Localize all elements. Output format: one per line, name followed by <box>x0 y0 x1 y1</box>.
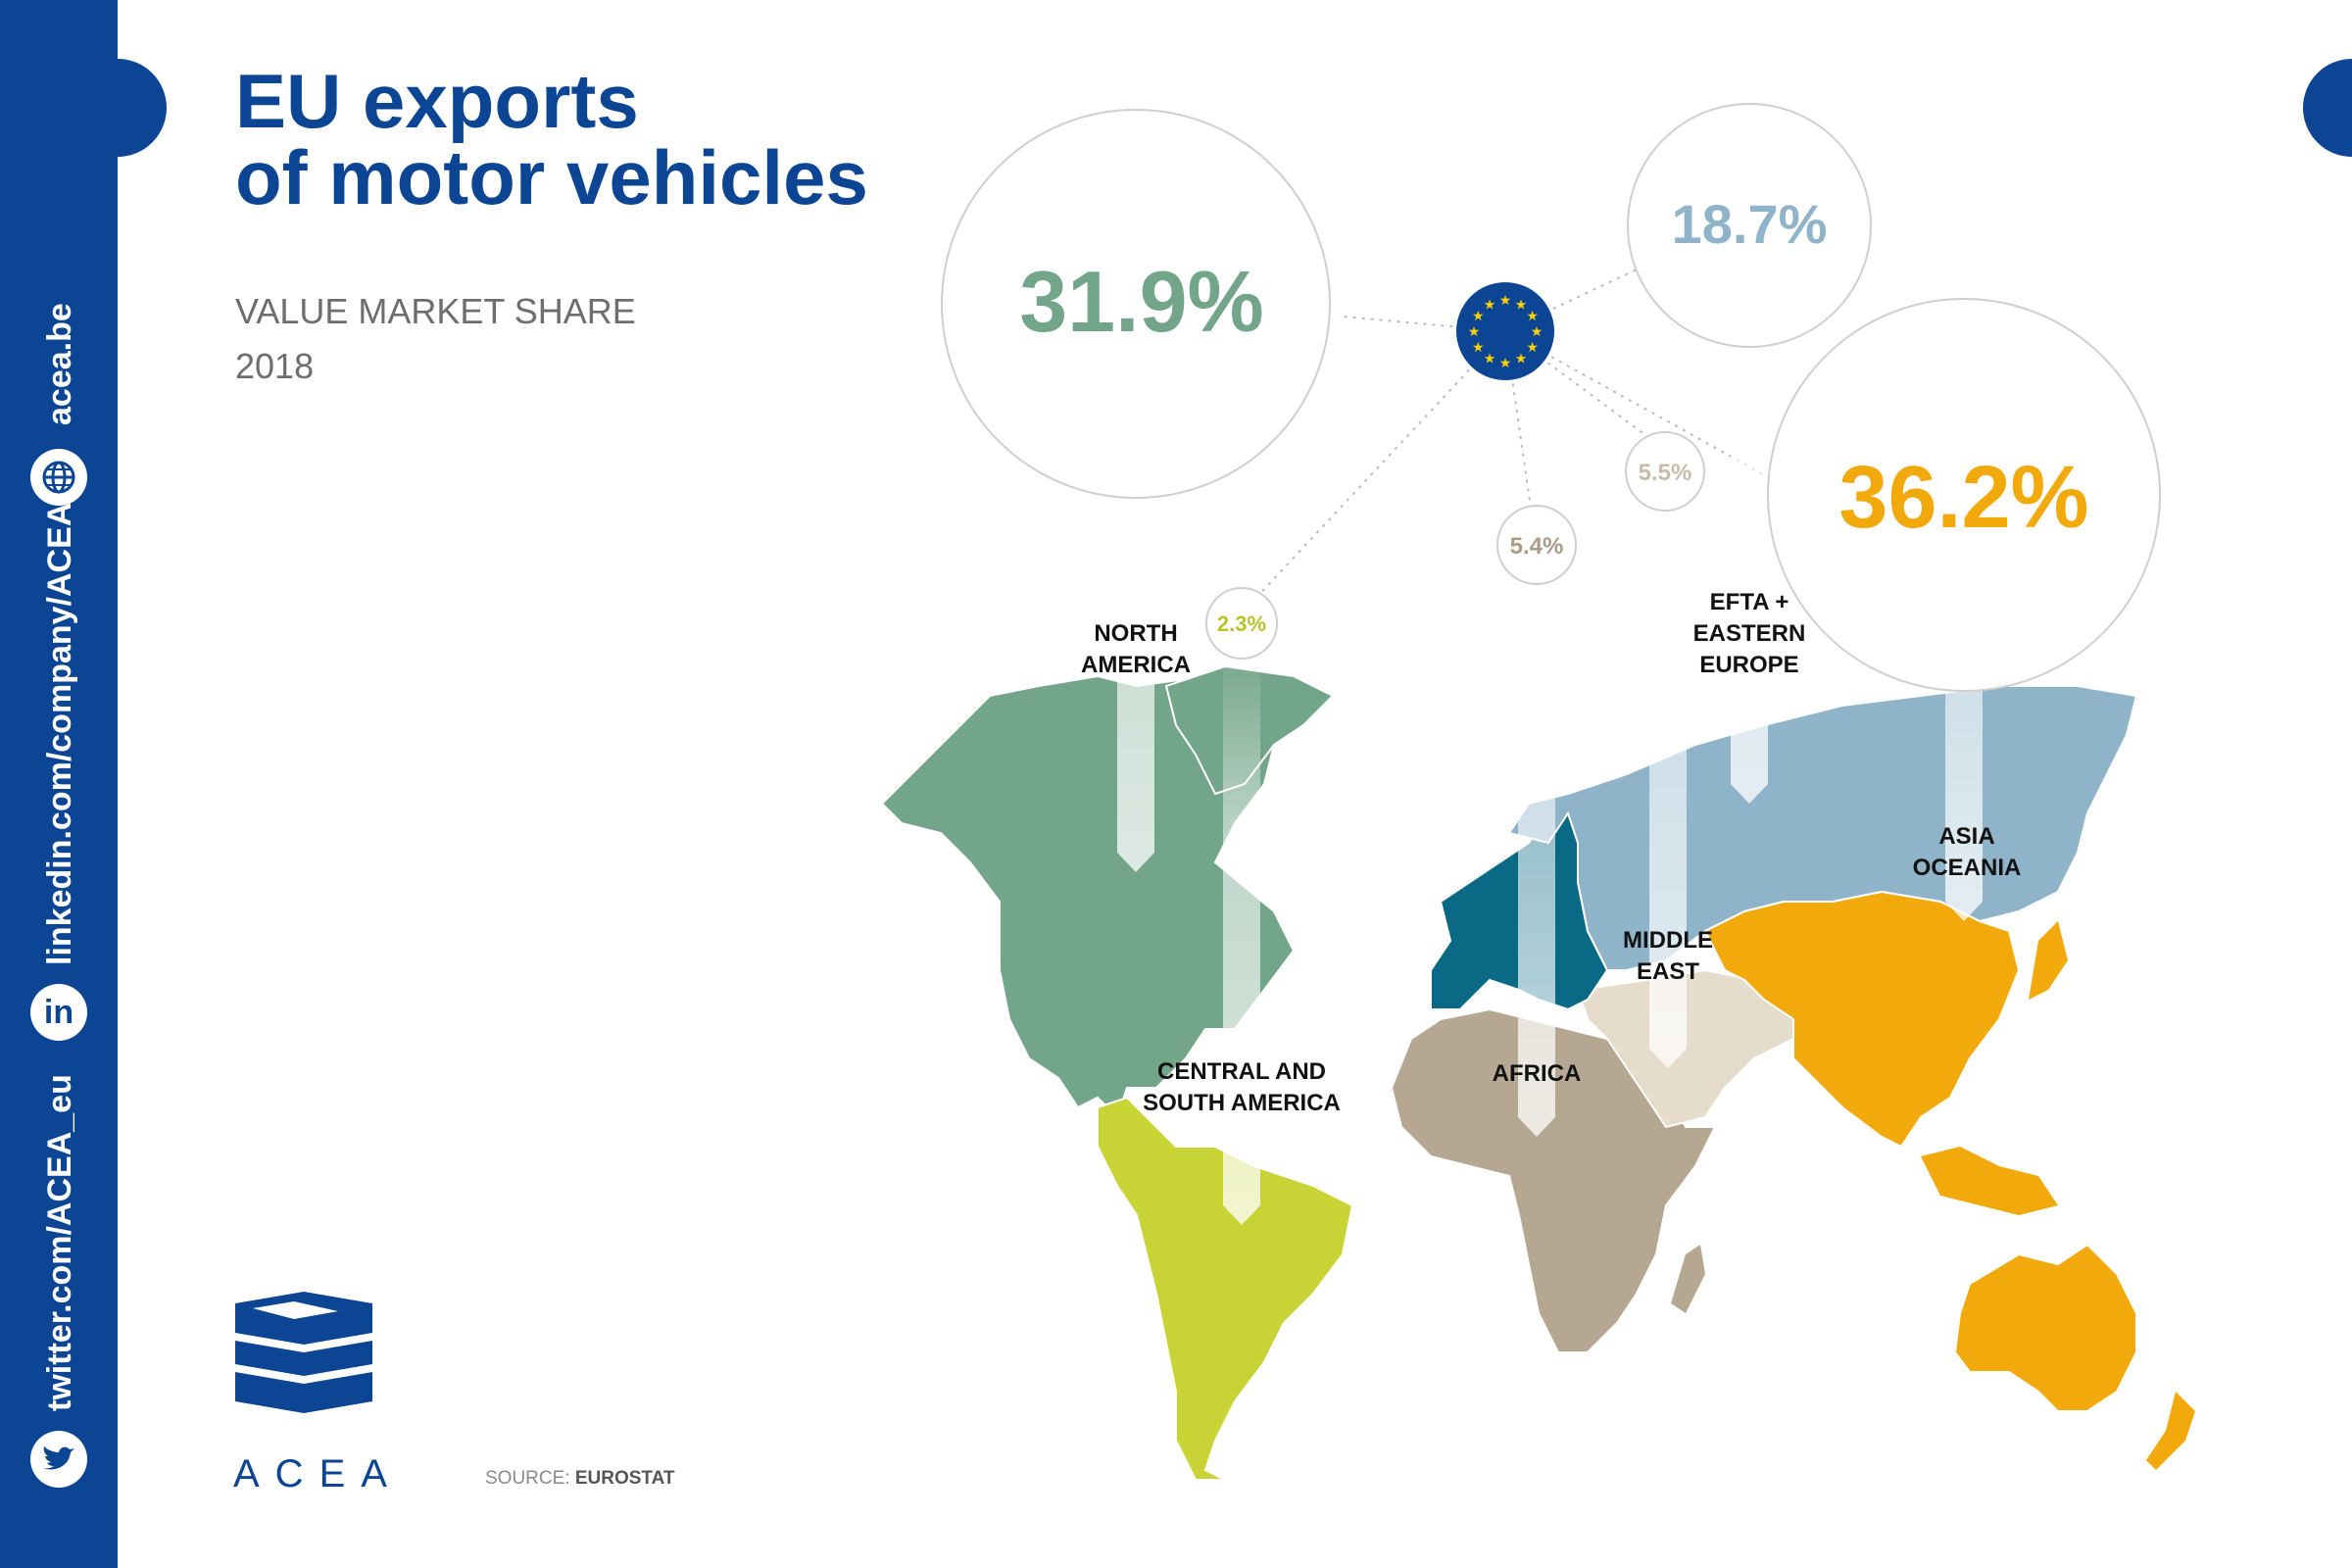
beam-arrow-south-america <box>1223 1205 1260 1225</box>
new-zealand-shape <box>2146 1392 2195 1470</box>
bubble-africa <box>1496 505 1577 585</box>
value-asia: 36.2% <box>1838 449 2088 547</box>
beam-efta <box>1731 274 1768 784</box>
eu-stars: ★★★★★★★★★ ★ ★★ <box>1468 292 1544 370</box>
bubble-south-america <box>1205 587 1278 660</box>
beam-africa <box>1518 568 1555 1117</box>
eu-star: ★ <box>1515 296 1528 312</box>
eu-flag-icon <box>1456 282 1554 380</box>
globe-icon[interactable] <box>30 449 87 506</box>
beam-arrow-middle-east <box>1649 1049 1687 1068</box>
southeast-asia-islands-shape <box>1921 1147 2058 1215</box>
eu-star: ★ <box>1499 355 1512 370</box>
madagascar-shape <box>1671 1245 1705 1313</box>
beam-arrow-north-america <box>1117 853 1154 872</box>
beam-south-america <box>1223 647 1260 1205</box>
value-south-america: 2.3% <box>1217 612 1266 636</box>
bubble-efta <box>1627 103 1872 348</box>
eu-star: ★ <box>1472 339 1485 355</box>
label-asia-2: OCEANIA <box>1913 855 2022 881</box>
title-line-2: of motor vehicles <box>235 134 868 220</box>
source-note: SOURCE: EUROSTAT <box>485 1468 675 1490</box>
australia-shape <box>1953 1243 2137 1412</box>
eu-star: ★ <box>1531 323 1544 339</box>
beam-north-america <box>1117 323 1154 853</box>
value-africa: 5.4% <box>1510 533 1564 560</box>
asia-shape <box>1703 890 2021 1149</box>
label-asia-1: ASIA <box>1938 823 1994 850</box>
beam-arrow-africa <box>1518 1117 1555 1137</box>
label-north-america-2: AMERICA <box>1081 652 1191 678</box>
value-north-america: 31.9% <box>1019 253 1264 350</box>
subtitle-block: VALUE MARKET SHARE 2018 <box>235 284 636 394</box>
japan-shape <box>2029 921 2068 1000</box>
label-south-america-1: CENTRAL AND <box>1157 1058 1326 1085</box>
beam-middle-east <box>1649 510 1687 1049</box>
page-title: EU exports of motor vehicles <box>235 63 868 216</box>
subtitle: VALUE MARKET SHARE <box>235 291 636 331</box>
value-middle-east: 5.5% <box>1639 460 1692 486</box>
beam-asia <box>1945 529 1983 902</box>
year: 2018 <box>235 346 315 386</box>
bubble-north-america <box>941 109 1331 499</box>
eu-star: ★ <box>1499 292 1512 308</box>
region-labels: NORTH AMERICA CENTRAL AND SOUTH AMERICA … <box>1081 589 2021 1116</box>
label-north-america-1: NORTH <box>1094 620 1177 647</box>
source-name: EUROSTAT <box>574 1468 675 1489</box>
eu-star: ★ <box>1526 308 1539 323</box>
acea-logo-icon <box>235 1292 372 1413</box>
bubble-asia <box>1767 298 2161 692</box>
label-south-america-2: SOUTH AMERICA <box>1143 1090 1341 1116</box>
twitter-icon[interactable] <box>30 1431 87 1488</box>
sidebar <box>0 0 118 1568</box>
label-middle-east-2: EAST <box>1637 958 1699 985</box>
eu-star: ★ <box>1484 296 1496 312</box>
eu-star: ★ <box>1484 351 1496 367</box>
eu-star: ★ <box>1468 323 1481 339</box>
decorative-dot <box>69 59 167 157</box>
label-middle-east-1: MIDDLE <box>1623 927 1713 954</box>
africa-shape <box>1390 1007 1717 1353</box>
eu-star: ★ <box>1515 351 1528 367</box>
label-efta-1: EFTA + <box>1710 589 1789 615</box>
eu-star: ★ <box>1526 339 1539 355</box>
bubble-middle-east <box>1625 431 1705 512</box>
twitter-bird-svg <box>43 1446 74 1470</box>
label-efta-3: EUROPE <box>1699 652 1798 678</box>
eu-star: ★ <box>1472 308 1485 323</box>
beam-arrow-efta <box>1731 784 1768 804</box>
globe-icon-svg <box>42 461 75 494</box>
value-efta: 18.7% <box>1672 193 1828 255</box>
south-america-shape <box>1097 1096 1354 1481</box>
source-prefix: SOURCE: <box>485 1468 570 1489</box>
label-africa: AFRICA <box>1493 1060 1582 1087</box>
acea-wordmark: ACEA <box>233 1452 403 1495</box>
linkedin-icon[interactable]: in <box>30 984 87 1041</box>
title-line-1: EU exports <box>235 58 639 144</box>
beam-arrow-asia <box>1945 902 1983 921</box>
label-efta-2: EASTERN <box>1693 620 1806 647</box>
